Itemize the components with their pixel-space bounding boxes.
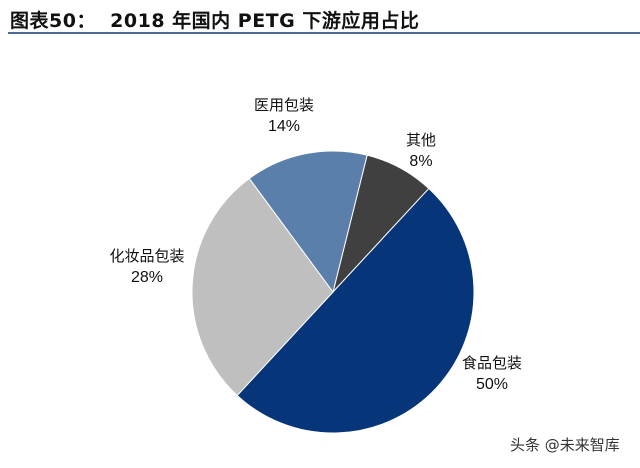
title-divider: [8, 32, 640, 34]
label-medical-value: 14%: [267, 118, 301, 135]
pie-slice-3: [248, 150, 368, 294]
label-cosmetics-name: 化妆品包装: [109, 247, 185, 265]
label-medical: 医用包装 14%: [254, 94, 314, 138]
label-food-value: 50%: [475, 376, 509, 393]
label-other: 其他 8%: [406, 129, 436, 173]
figure-title: 图表50： 2018 年国内 PETG 下游应用占比: [10, 10, 420, 32]
label-food-name: 食品包装: [461, 354, 523, 372]
label-medical-name: 医用包装: [253, 96, 315, 114]
label-other-value: 8%: [409, 153, 433, 170]
watermark: 头条 @未来智库: [510, 436, 620, 454]
label-cosmetics-value: 28%: [130, 269, 164, 286]
label-food: 食品包装 50%: [462, 352, 522, 396]
label-other-name: 其他: [405, 131, 437, 149]
label-cosmetics: 化妆品包装 28%: [109, 245, 184, 289]
pie-slice-1: [236, 187, 475, 434]
pie-slice-2: [191, 177, 334, 397]
